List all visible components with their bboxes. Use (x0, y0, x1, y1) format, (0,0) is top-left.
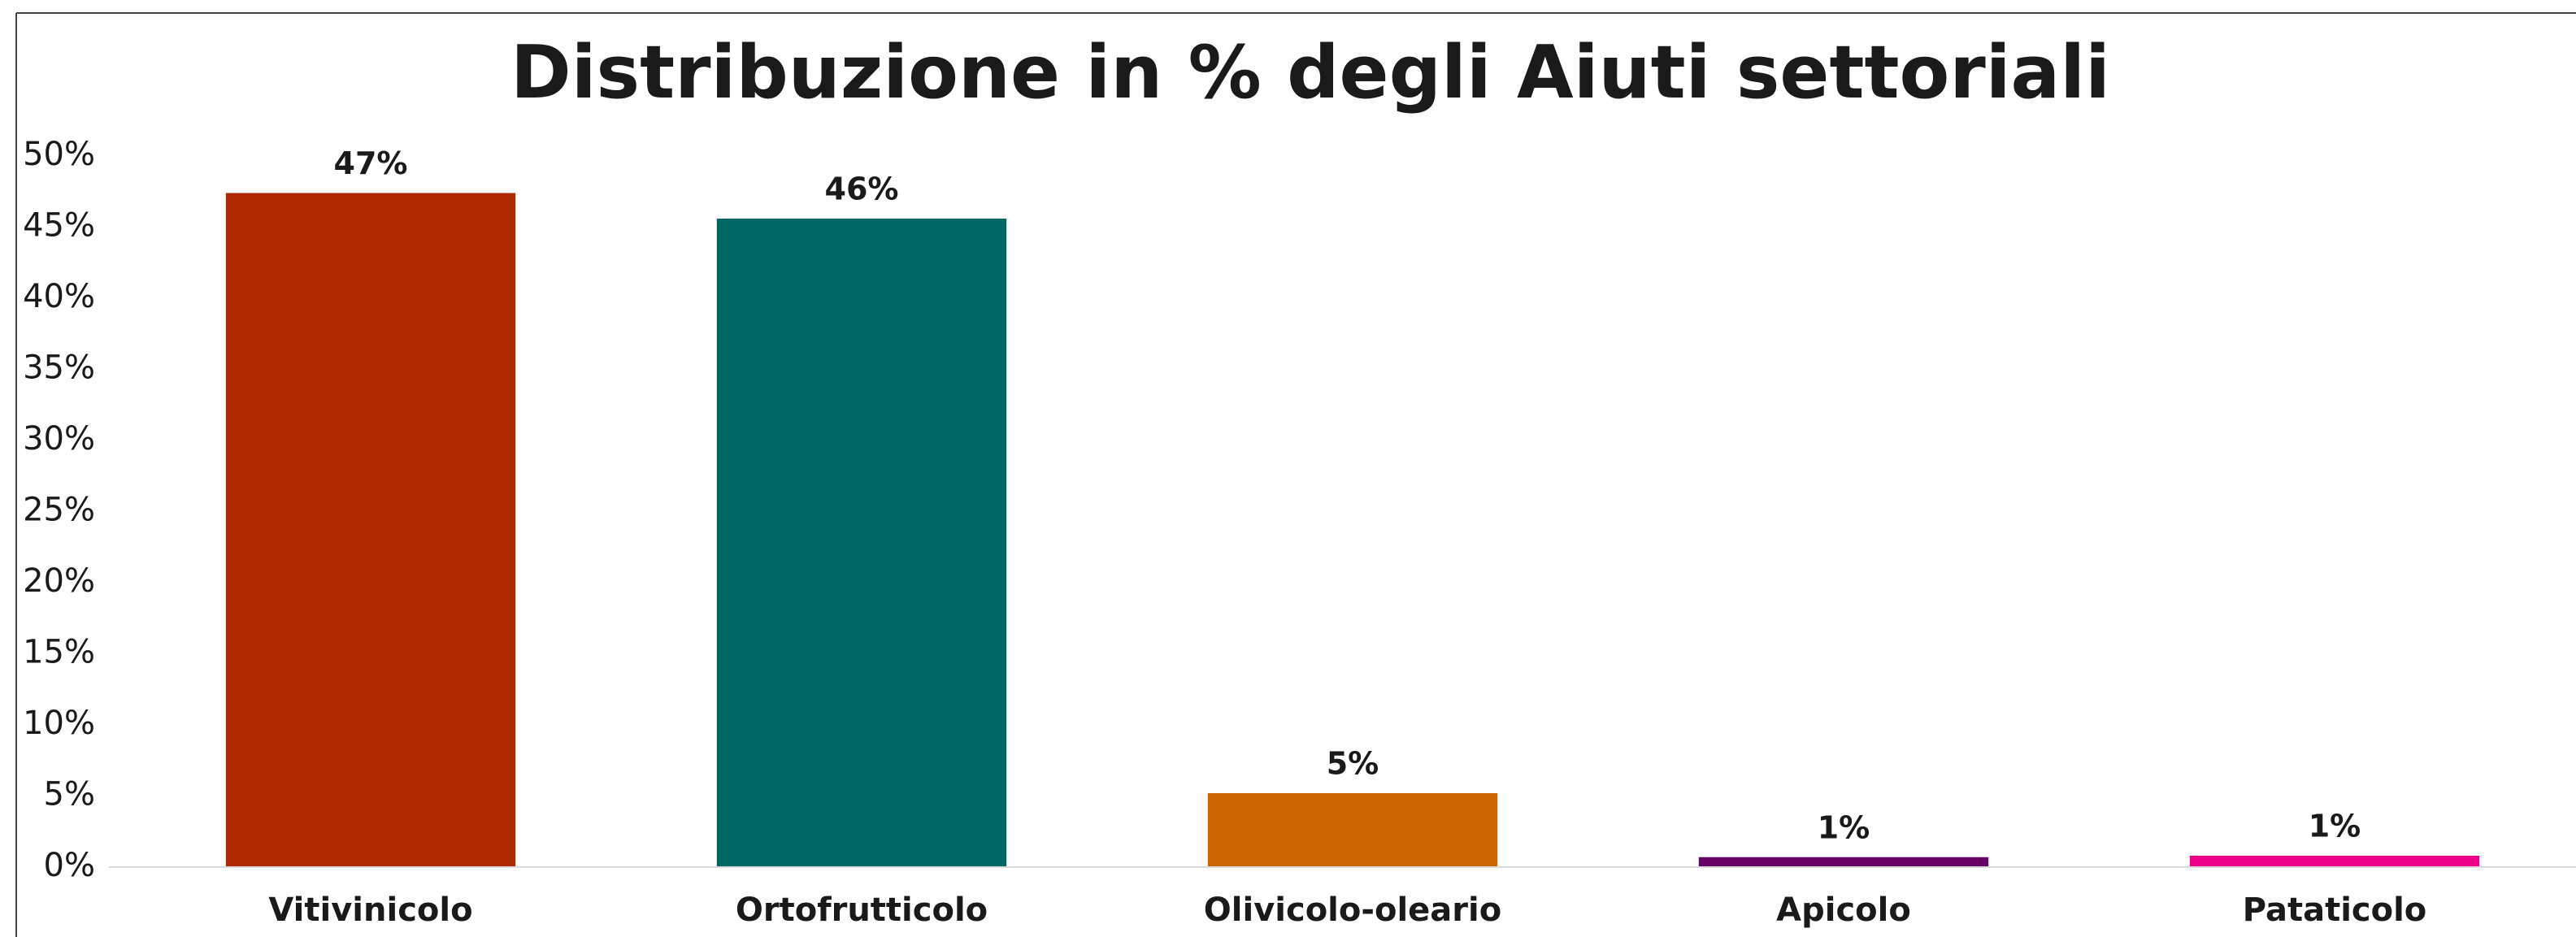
y-tick-label: 40% (23, 278, 95, 315)
y-tick-label: 50% (23, 136, 95, 173)
y-tick-label: 45% (23, 207, 95, 245)
bar (1207, 793, 1498, 867)
bar (225, 193, 516, 867)
value-label: 46% (825, 171, 899, 207)
y-tick-label: 35% (23, 349, 95, 387)
chart-title: Distribuzione in % degli Aiuti settorial… (510, 30, 2110, 115)
bar (1698, 857, 1989, 867)
value-label: 1% (2309, 809, 2361, 844)
x-tick-label: Apicolo (1776, 891, 1911, 929)
value-label: 47% (334, 145, 408, 181)
x-tick-label: Pataticolo (2243, 891, 2427, 929)
y-tick-label: 15% (23, 634, 95, 671)
x-tick-label: Ortofrutticolo (736, 891, 988, 929)
value-label: 1% (1818, 809, 1870, 845)
y-tick-label: 25% (23, 492, 95, 529)
value-label: 5% (1327, 746, 1379, 782)
x-tick-label: Olivicolo-oleario (1204, 891, 1501, 929)
y-tick-label: 20% (23, 562, 95, 600)
y-tick-label: 5% (44, 776, 95, 813)
y-tick-label: 0% (44, 847, 95, 884)
y-tick-label: 30% (23, 420, 95, 458)
bar (716, 219, 1007, 867)
y-tick-label: 10% (23, 705, 95, 742)
x-tick-label: Vitivinicolo (268, 891, 472, 929)
bar (2189, 856, 2480, 867)
